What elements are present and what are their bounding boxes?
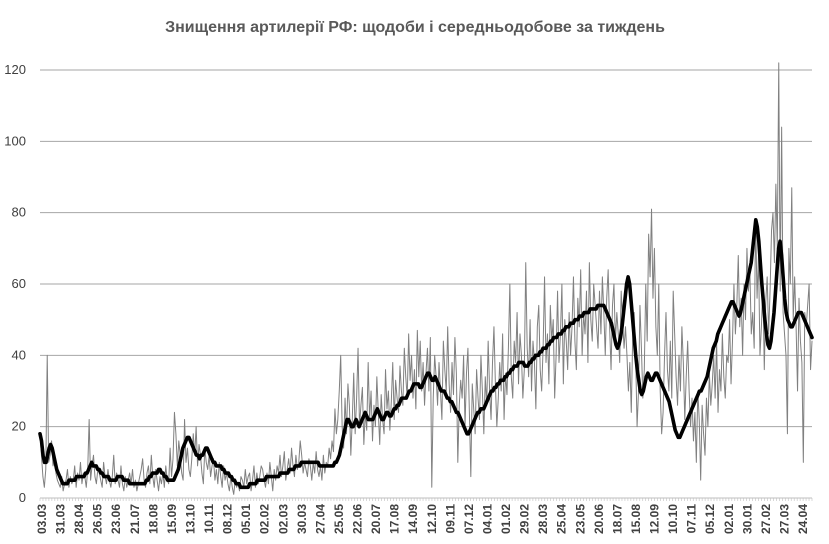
x-tick-label: 10.10	[666, 504, 680, 534]
x-tick-label: 03.03	[35, 504, 49, 534]
y-tick-label: 40	[12, 347, 26, 362]
x-tick-label: 13.10	[183, 504, 197, 534]
x-tick-label: 30.03	[295, 504, 309, 534]
x-tick-label: 30.01	[740, 504, 754, 534]
y-axis-tick-labels: 0 20 40 60 80 100 120	[4, 62, 26, 505]
x-tick-label: 22.06	[351, 504, 365, 534]
x-tick-label: 27.04	[313, 504, 327, 534]
y-tick-label: 20	[12, 419, 26, 434]
x-tick-label: 23.05	[573, 504, 587, 534]
x-tick-label: 02.01	[722, 504, 736, 534]
y-tick-label: 60	[12, 276, 26, 291]
x-axis-tick-labels: 03.03 31.03 28.04 26.05 23.06 21.07 18.08 15.09…	[35, 504, 810, 534]
x-tick-label: 24.04	[796, 504, 810, 534]
x-tick-label: 23.06	[109, 504, 123, 534]
x-tick-label: 12.09	[648, 504, 662, 534]
x-tick-label: 05.12	[703, 504, 717, 534]
x-tick-label: 07.12	[462, 504, 476, 534]
x-tick-label: 25.05	[332, 504, 346, 534]
x-tick-label: 09.11	[443, 504, 457, 534]
x-tick-label: 26.05	[91, 504, 105, 534]
x-tick-label: 18.08	[146, 504, 160, 534]
x-tick-label: 28.03	[536, 504, 550, 534]
x-tick-label: 20.07	[369, 504, 383, 534]
x-tick-label: 02.02	[258, 504, 272, 534]
x-tick-label: 27.02	[759, 504, 773, 534]
series-line-weekly-average	[38, 218, 814, 490]
x-tick-label: 20.06	[592, 504, 606, 534]
x-tick-label: 21.07	[128, 504, 142, 534]
x-tick-label: 05.01	[239, 504, 253, 534]
x-tick-label: 12.10	[425, 504, 439, 534]
x-tick-label: 31.03	[54, 504, 68, 534]
x-tick-label: 15.09	[165, 504, 179, 534]
x-tick-label: 01.02	[499, 504, 513, 534]
x-tick-label: 08.12	[221, 504, 235, 534]
y-tick-label: 0	[19, 490, 26, 505]
x-tick-label: 04.01	[480, 504, 494, 534]
x-tick-label: 28.04	[72, 504, 86, 534]
x-tick-label: 29.02	[518, 504, 532, 534]
series-line-daily	[39, 62, 813, 495]
x-tick-label: 18.07	[610, 504, 624, 534]
series-layer	[38, 62, 814, 495]
x-tick-label: 27.03	[777, 504, 791, 534]
x-tick-label: 07.11	[685, 504, 699, 534]
y-tick-label: 120	[4, 62, 26, 77]
x-tick-label: 25.04	[555, 504, 569, 534]
chart-title: Знищення артилерії РФ: щодоби і середньо…	[165, 19, 665, 36]
x-tick-label: 10.11	[202, 504, 216, 534]
x-tick-label: 02.03	[276, 504, 290, 534]
gridlines	[39, 69, 813, 501]
x-tick-label: 15.08	[629, 504, 643, 534]
y-tick-label: 80	[12, 205, 26, 220]
x-tick-label: 14.09	[406, 504, 420, 534]
x-tick-label: 17.08	[388, 504, 402, 534]
y-tick-label: 100	[4, 133, 26, 148]
